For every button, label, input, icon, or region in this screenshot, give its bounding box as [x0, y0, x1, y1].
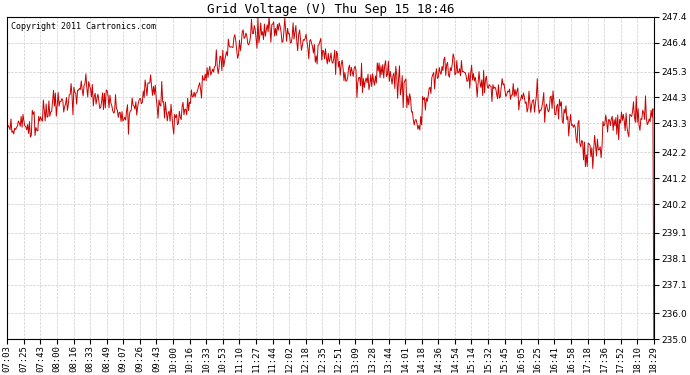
- Title: Grid Voltage (V) Thu Sep 15 18:46: Grid Voltage (V) Thu Sep 15 18:46: [207, 3, 454, 16]
- Text: Copyright 2011 Cartronics.com: Copyright 2011 Cartronics.com: [10, 22, 155, 31]
